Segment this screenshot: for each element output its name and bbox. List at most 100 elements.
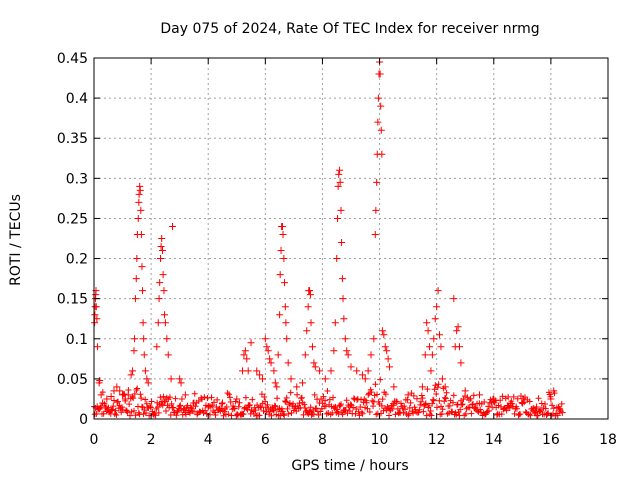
plot-frame xyxy=(93,57,609,420)
data-point xyxy=(163,335,171,343)
data-point xyxy=(138,263,146,271)
data-point xyxy=(313,405,320,412)
data-point xyxy=(166,394,173,401)
data-point xyxy=(236,399,243,406)
data-point xyxy=(162,398,169,405)
data-point xyxy=(130,347,138,355)
data-point xyxy=(422,401,429,408)
data-point xyxy=(336,166,344,174)
data-point xyxy=(427,408,434,415)
data-point xyxy=(181,391,189,399)
data-point xyxy=(418,383,426,391)
data-point xyxy=(131,335,139,343)
data-point xyxy=(374,391,381,398)
data-point xyxy=(481,398,488,405)
data-point xyxy=(404,396,411,403)
data-point xyxy=(148,398,155,405)
data-point xyxy=(377,126,385,134)
data-point xyxy=(99,399,107,407)
data-point xyxy=(457,359,465,367)
data-point xyxy=(431,315,439,323)
data-point xyxy=(426,411,433,418)
data-point xyxy=(178,396,185,403)
y-tick-label: 0.4 xyxy=(66,91,88,107)
data-point xyxy=(91,311,99,319)
data-point xyxy=(235,403,242,410)
y-axis-label: ROTI / TECUs xyxy=(8,194,24,286)
data-point xyxy=(378,150,386,158)
data-point xyxy=(190,408,197,415)
data-point xyxy=(240,411,247,418)
data-point xyxy=(380,331,388,339)
data-point xyxy=(365,391,372,398)
data-point xyxy=(509,400,516,407)
data-point xyxy=(159,271,167,279)
data-point xyxy=(406,404,413,411)
data-point xyxy=(283,394,290,401)
data-point xyxy=(143,375,151,383)
data-point xyxy=(376,70,384,78)
data-point xyxy=(390,402,397,409)
data-point xyxy=(343,347,351,355)
data-point xyxy=(303,327,311,335)
data-point xyxy=(433,391,440,398)
data-point xyxy=(110,397,117,404)
data-point xyxy=(535,395,542,402)
data-point xyxy=(195,398,202,405)
data-point xyxy=(219,399,226,407)
data-point xyxy=(307,319,315,327)
data-point xyxy=(460,396,467,403)
data-point xyxy=(470,392,477,399)
y-tick-label: 0.2 xyxy=(66,252,88,268)
data-point xyxy=(298,394,305,401)
data-point xyxy=(424,386,431,393)
data-point xyxy=(191,390,198,397)
data-point xyxy=(188,405,195,412)
data-point xyxy=(264,401,271,408)
data-point xyxy=(279,408,286,415)
data-point xyxy=(113,412,120,419)
data-point xyxy=(453,327,461,335)
data-point xyxy=(357,404,364,411)
data-point xyxy=(241,347,249,355)
data-point xyxy=(394,405,401,412)
data-point xyxy=(266,408,273,415)
data-point xyxy=(436,397,443,404)
data-point xyxy=(268,412,275,419)
data-point xyxy=(472,404,479,411)
data-point xyxy=(352,410,359,417)
data-point xyxy=(497,397,504,404)
data-point xyxy=(356,412,363,419)
data-point xyxy=(213,404,220,411)
data-point xyxy=(279,230,287,238)
data-point xyxy=(253,367,261,375)
data-point xyxy=(284,359,292,367)
data-point xyxy=(554,412,561,419)
data-point xyxy=(465,397,472,404)
data-point xyxy=(261,335,269,343)
y-tick-label: 0.25 xyxy=(57,211,88,227)
data-point xyxy=(126,412,133,419)
data-point xyxy=(315,412,322,419)
data-point xyxy=(338,239,346,247)
data-point xyxy=(233,395,241,403)
data-point xyxy=(157,394,164,401)
data-point xyxy=(173,412,180,419)
data-point xyxy=(126,401,133,408)
data-point xyxy=(363,399,370,406)
data-point xyxy=(211,409,218,416)
data-point xyxy=(379,396,386,403)
y-axis-ticks: 0 0.05 0.1 0.15 0.2 0.25 0.3 0.35 0.4 0.45 xyxy=(57,51,608,428)
data-point xyxy=(137,391,144,398)
y-tick-label: 0.15 xyxy=(57,292,88,308)
data-point xyxy=(176,375,184,383)
data-point xyxy=(394,398,401,405)
data-point xyxy=(137,206,145,214)
data-point xyxy=(457,406,464,413)
data-point xyxy=(390,383,398,391)
data-point xyxy=(320,393,327,400)
data-point xyxy=(434,384,441,391)
data-point xyxy=(270,367,278,375)
data-point xyxy=(326,396,333,403)
